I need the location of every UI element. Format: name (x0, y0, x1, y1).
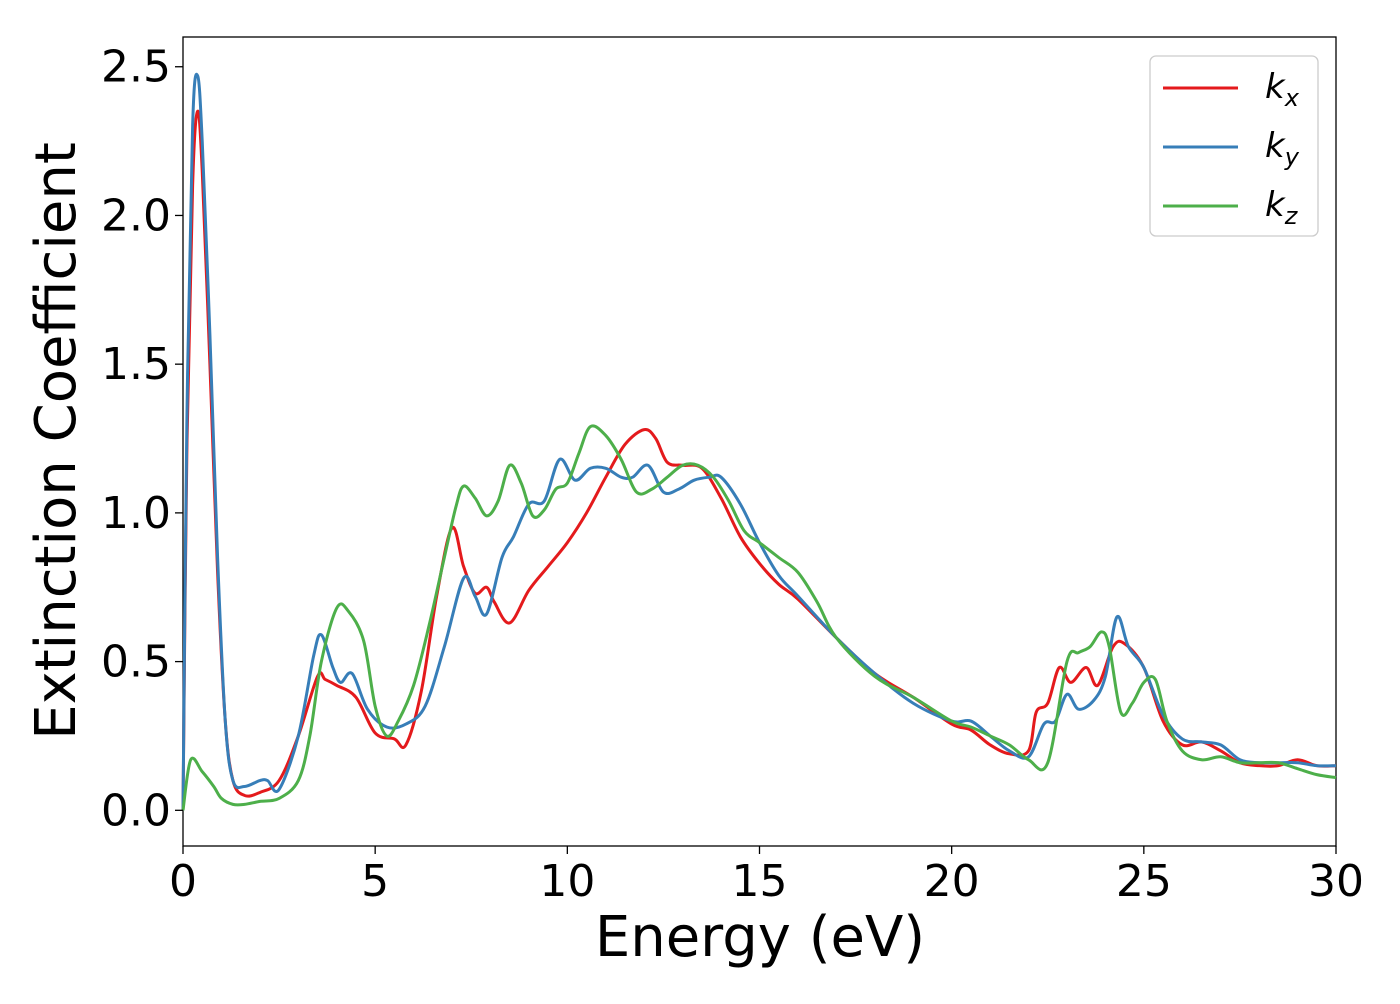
y-axis-label: Extinction Coefficient (24, 142, 89, 740)
legend-label-z: kz (1265, 185, 1299, 230)
y-tick-label: 1.5 (101, 339, 171, 390)
series-lines (181, 72, 1337, 811)
x-axis-ticks: 0 5 10 15 20 25 30 (169, 846, 1364, 907)
y-tick-label: 0.0 (101, 785, 171, 836)
y-tick-label: 1.0 (101, 488, 171, 539)
series-line-z (181, 424, 1337, 811)
y-tick-label: 0.5 (101, 637, 171, 688)
series-line-y (181, 72, 1337, 811)
y-tick-label: 2.5 (101, 42, 171, 93)
x-tick-label: 10 (539, 856, 595, 907)
x-tick-label: 30 (1308, 856, 1364, 907)
x-tick-label: 15 (732, 856, 788, 907)
x-axis-label: Energy (eV) (595, 905, 925, 970)
x-tick-label: 0 (169, 856, 197, 907)
y-axis-ticks: 0.0 0.5 1.0 1.5 2.0 2.5 (101, 42, 183, 836)
legend-label-x: kx (1265, 67, 1300, 112)
x-tick-label: 25 (1116, 856, 1172, 907)
y-tick-label: 2.0 (101, 190, 171, 241)
legend-label-y: ky (1265, 126, 1300, 171)
legend: kx ky kz (1149, 55, 1319, 237)
x-tick-label: 20 (924, 856, 980, 907)
x-tick-label: 5 (361, 856, 389, 907)
